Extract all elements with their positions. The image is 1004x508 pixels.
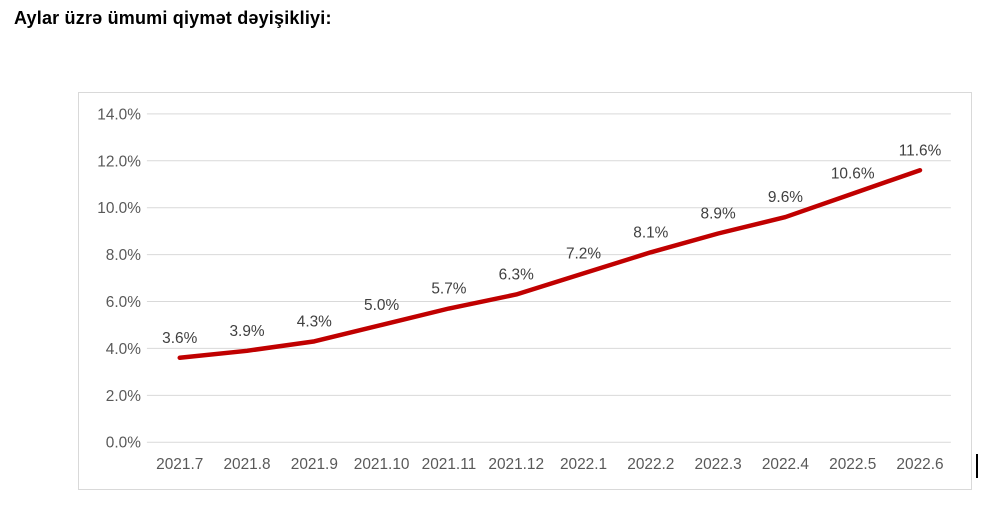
y-axis-tick-label: 12.0% xyxy=(97,153,141,170)
data-point-label: 5.0% xyxy=(364,297,399,314)
x-axis-tick-label: 2021.11 xyxy=(422,456,477,473)
y-axis-tick-label: 4.0% xyxy=(106,341,141,358)
data-point-label: 5.7% xyxy=(431,281,466,298)
data-point-label: 8.9% xyxy=(701,206,736,223)
data-point-label: 3.6% xyxy=(162,330,197,347)
data-point-label: 6.3% xyxy=(499,267,534,284)
data-point-label: 8.1% xyxy=(633,224,668,241)
price-change-line-chart[interactable]: 0.0% 2.0% 4.0% 6.0% 8.0% 10.0% 12.0% 14.0% 2021.… xyxy=(78,92,972,490)
x-axis-tick-label: 2021.10 xyxy=(354,456,410,473)
data-point-label: 3.9% xyxy=(229,323,264,340)
x-axis-tick-label: 2022.5 xyxy=(829,456,876,473)
page-title: Aylar üzrə ümumi qiymət dəyişikliyi: xyxy=(14,8,332,28)
x-axis-tick-label: 2021.8 xyxy=(223,456,270,473)
x-axis-tick-label: 2022.4 xyxy=(762,456,810,473)
x-axis-tick-label: 2022.1 xyxy=(560,456,607,473)
data-point-label: 11.6% xyxy=(899,142,942,159)
y-axis-tick-label: 10.0% xyxy=(97,200,141,217)
data-point-label: 9.6% xyxy=(768,189,803,206)
x-axis-tick-label: 2022.3 xyxy=(695,456,742,473)
y-axis-tick-label: 8.0% xyxy=(106,247,141,264)
y-axis-tick-label: 0.0% xyxy=(106,435,141,452)
x-axis-tick-label: 2021.9 xyxy=(291,456,338,473)
y-axis-tick-label: 14.0% xyxy=(97,106,141,123)
data-point-label: 7.2% xyxy=(566,245,601,262)
x-axis-tick-label: 2021.12 xyxy=(488,456,544,473)
data-point-label: 10.6% xyxy=(831,166,875,183)
y-axis-tick-label: 6.0% xyxy=(106,294,141,311)
chart-canvas: 0.0% 2.0% 4.0% 6.0% 8.0% 10.0% 12.0% 14.0% 2021.… xyxy=(97,106,951,473)
data-point-label: 4.3% xyxy=(297,313,332,330)
x-axis-tick-label: 2022.2 xyxy=(627,456,674,473)
x-axis-tick-label: 2021.7 xyxy=(156,456,203,473)
series-line xyxy=(177,167,923,361)
y-axis-tick-label: 2.0% xyxy=(106,388,141,405)
x-axis-tick-label: 2022.6 xyxy=(896,456,943,473)
text-cursor xyxy=(976,454,978,478)
